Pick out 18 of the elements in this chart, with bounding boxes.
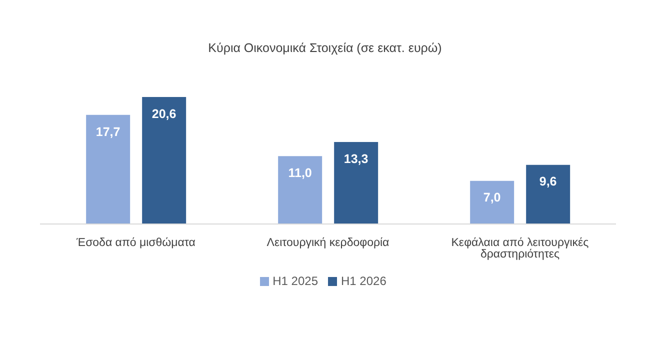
x-tick-label: Λειτουργική κερδοφορία — [266, 237, 390, 250]
chart-title: Κύρια Οικονομικά Στοιχεία (σε εκατ. ευρώ) — [207, 41, 443, 55]
data-label: 20,6 — [152, 106, 176, 121]
data-label: 11,0 — [288, 166, 312, 180]
data-label: 13,3 — [344, 152, 368, 166]
bar — [470, 180, 514, 224]
bar — [142, 97, 186, 224]
legend-label: H1 2026 — [341, 274, 386, 288]
x-tick-label: Κεφάλαια από λειτουργικές δραστηριότητες — [451, 237, 590, 261]
data-label: 9,6 — [539, 174, 557, 189]
data-label: 17,7 — [96, 124, 120, 139]
bar — [278, 156, 322, 224]
bar — [526, 164, 570, 224]
legend-label: H1 2025 — [272, 274, 318, 288]
x-tick-label: Έσοδα από μισθώματα — [76, 237, 196, 250]
data-label: 7,0 — [483, 190, 501, 205]
bar — [86, 114, 130, 224]
bar — [334, 142, 378, 224]
